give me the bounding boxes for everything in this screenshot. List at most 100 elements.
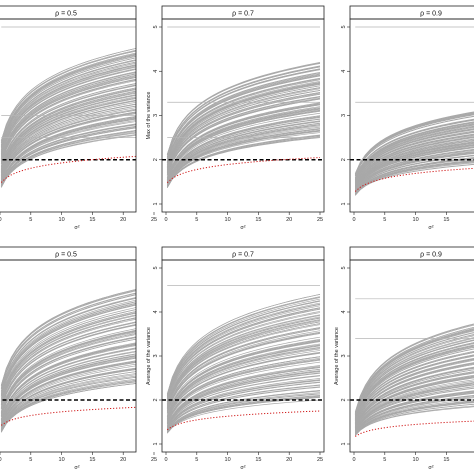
variance-curve xyxy=(0,343,136,420)
variance-curve xyxy=(0,347,136,422)
x-tick-label: 15 xyxy=(443,217,449,223)
variance-curve xyxy=(166,390,321,433)
variance-curve xyxy=(354,345,474,421)
panel-4: ρ = 0.50510152025σ² xyxy=(0,246,157,471)
variance-curve xyxy=(166,330,321,413)
panel-title: ρ = 0.7 xyxy=(232,252,254,259)
variance-curve xyxy=(354,112,474,175)
variance-curve xyxy=(166,80,321,167)
variance-curve xyxy=(166,65,321,157)
variance-curve xyxy=(166,107,321,180)
y-tick-label: 3 xyxy=(153,354,159,357)
variance-curve xyxy=(166,66,321,158)
variance-curve xyxy=(354,328,474,414)
variance-curve xyxy=(0,315,136,404)
variance-curve xyxy=(166,323,321,410)
variance-curve xyxy=(166,358,321,424)
variance-curve xyxy=(166,345,321,419)
variance-curve xyxy=(166,351,321,422)
variance-curve xyxy=(166,331,321,414)
variance-curve xyxy=(0,91,136,172)
variance-curve xyxy=(354,390,474,434)
variance-curve xyxy=(354,379,474,431)
variance-curve xyxy=(354,160,474,196)
variance-curve xyxy=(0,294,136,390)
variance-curve xyxy=(0,66,136,155)
variance-curve xyxy=(0,355,136,425)
variance-curve xyxy=(0,355,136,425)
variance-curve xyxy=(0,124,136,186)
variance-curve xyxy=(166,82,321,167)
variance-curve xyxy=(166,348,321,421)
variance-curve xyxy=(354,335,474,417)
variance-curve xyxy=(166,396,321,434)
variance-curve xyxy=(166,319,321,408)
variance-curve xyxy=(166,321,321,409)
x-tick-label: 25 xyxy=(151,217,157,223)
x-tick-label: 5 xyxy=(383,217,386,223)
variance-curve xyxy=(0,75,136,162)
variance-curve xyxy=(354,360,474,426)
variance-curve xyxy=(354,382,474,432)
variance-curve xyxy=(0,303,136,396)
variance-curve xyxy=(0,356,136,426)
variance-curve xyxy=(354,129,474,184)
variance-curve xyxy=(0,83,136,167)
variance-curve xyxy=(354,143,474,190)
variance-curve xyxy=(354,121,474,180)
variance-curve xyxy=(0,50,136,144)
variance-curve xyxy=(0,371,136,430)
variance-curve xyxy=(0,52,136,145)
red-dotted-curve xyxy=(354,420,474,437)
x-tick-label: 10 xyxy=(413,217,419,223)
variance-curve xyxy=(0,64,136,154)
variance-curve xyxy=(354,163,474,196)
variance-curve xyxy=(0,57,136,149)
panel-title: ρ = 0.9 xyxy=(420,252,442,259)
variance-curve xyxy=(0,127,136,187)
variance-curve xyxy=(354,143,474,191)
variance-curve xyxy=(166,117,321,184)
variance-curve xyxy=(0,377,136,432)
variance-curve xyxy=(0,117,136,184)
x-axis-label: σ² xyxy=(240,225,245,231)
variance-curve xyxy=(354,374,474,430)
variance-curve xyxy=(354,334,474,417)
variance-curves xyxy=(0,289,136,433)
variance-curve xyxy=(0,85,136,168)
variance-curve xyxy=(166,332,321,414)
variance-curve xyxy=(354,400,474,436)
variance-curve xyxy=(166,118,321,184)
x-tick-label: 5 xyxy=(29,217,32,223)
variance-curve xyxy=(354,114,474,176)
panel-frame xyxy=(0,18,137,213)
variance-curve xyxy=(166,298,321,397)
red-dotted-curve xyxy=(0,406,136,426)
variance-curve xyxy=(0,66,136,156)
variance-curve xyxy=(354,362,474,427)
variance-curve xyxy=(354,348,474,422)
variance-curves xyxy=(166,62,321,188)
variance-curve xyxy=(354,402,474,436)
variance-curve xyxy=(0,112,136,182)
variance-curve xyxy=(0,84,136,168)
variance-curve xyxy=(166,380,321,431)
y-axis-label: Average of the variance xyxy=(146,327,152,385)
x-tick-label: 0 xyxy=(0,457,2,463)
variance-curve xyxy=(0,375,136,432)
variance-curve xyxy=(166,115,321,183)
variance-curve xyxy=(0,121,136,185)
variance-curve xyxy=(0,290,136,387)
variance-curve xyxy=(166,308,321,403)
variance-curve xyxy=(354,140,474,189)
variance-curve xyxy=(166,346,321,420)
variance-curve xyxy=(166,344,321,419)
variance-curve xyxy=(354,323,474,413)
variance-curve xyxy=(0,289,136,386)
panel-title: ρ = 0.5 xyxy=(55,11,77,18)
variance-curve xyxy=(0,309,136,400)
red-dotted-curve xyxy=(166,410,321,431)
variance-curve xyxy=(0,88,136,170)
variance-curve xyxy=(0,118,136,184)
variance-curve xyxy=(166,98,321,176)
